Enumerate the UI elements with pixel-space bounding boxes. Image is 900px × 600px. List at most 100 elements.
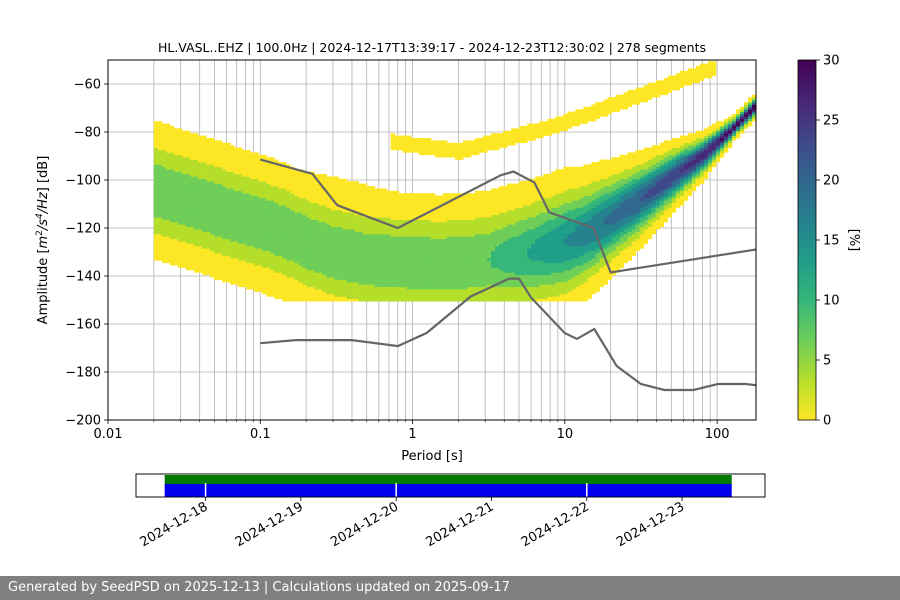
- heat-cell: [306, 241, 311, 244]
- heat-cell: [402, 226, 408, 230]
- heat-cell: [503, 236, 508, 240]
- heat-cell: [242, 198, 247, 201]
- heat-cell: [426, 224, 432, 228]
- heat-cell: [318, 289, 323, 292]
- heat-cell: [370, 226, 376, 230]
- heat-cell: [414, 222, 420, 225]
- heat-cell: [338, 267, 343, 271]
- heat-cell: [270, 253, 275, 256]
- heat-cell: [450, 236, 456, 240]
- heat-cell: [278, 193, 283, 196]
- heat-cell: [197, 224, 203, 228]
- heat-cell: [499, 138, 504, 141]
- heat-cell: [234, 267, 239, 271]
- heat-cell: [422, 298, 428, 302]
- heat-cell: [342, 282, 347, 285]
- heat-cell: [242, 231, 247, 235]
- heat-cell: [270, 212, 275, 216]
- heat-cell: [495, 210, 500, 213]
- heat-cell: [474, 142, 480, 146]
- heat-cell: [278, 234, 283, 237]
- heat-cell: [189, 258, 195, 261]
- heat-cell: [286, 195, 291, 199]
- heat-cell: [507, 238, 512, 242]
- heat-cell: [222, 159, 227, 163]
- heat-cell: [262, 255, 267, 259]
- heat-cell: [193, 145, 199, 148]
- heat-cell: [442, 255, 448, 259]
- heat-cell: [185, 159, 191, 163]
- heat-cell: [442, 193, 448, 196]
- heat-cell: [214, 272, 219, 276]
- heat-cell: [326, 186, 331, 189]
- heat-cell: [434, 150, 440, 153]
- heat-cell: [218, 150, 223, 153]
- heat-cell: [282, 193, 287, 196]
- heat-cell: [466, 294, 472, 297]
- heat-cell: [161, 147, 167, 151]
- heat-cell: [515, 205, 520, 208]
- heat-cell: [210, 219, 215, 223]
- heat-cell: [274, 291, 279, 295]
- heat-cell: [185, 260, 191, 264]
- heat-cell: [410, 272, 416, 276]
- heat-cell: [202, 222, 207, 225]
- heat-cell: [254, 236, 259, 240]
- heat-cell: [346, 181, 351, 184]
- heat-cell: [189, 140, 195, 144]
- heat-cell: [306, 250, 311, 254]
- heat-cell: [503, 234, 508, 237]
- heat-cell: [446, 260, 452, 264]
- heat-cell: [394, 138, 400, 141]
- heat-cell: [470, 279, 476, 283]
- heat-cell: [218, 243, 223, 247]
- heat-cell: [438, 274, 444, 278]
- heat-cell: [177, 159, 183, 163]
- heat-cell: [189, 214, 195, 218]
- heat-cell: [330, 284, 335, 288]
- heat-cell: [302, 272, 307, 276]
- heat-cell: [418, 277, 424, 280]
- heat-cell: [330, 253, 335, 256]
- heat-cell: [491, 145, 496, 148]
- heat-cell: [390, 214, 396, 218]
- heat-cell: [298, 258, 303, 261]
- heat-cell: [334, 183, 339, 187]
- heat-cell: [306, 291, 311, 295]
- heat-cell: [246, 255, 251, 259]
- heat-cell: [515, 289, 520, 292]
- heat-cell: [338, 183, 343, 187]
- heat-cell: [422, 152, 428, 156]
- heat-cell: [222, 178, 227, 182]
- heat-cell: [462, 246, 468, 249]
- heat-cell: [426, 152, 432, 156]
- heat-cell: [370, 236, 376, 240]
- heat-cell: [491, 207, 496, 211]
- heat-cell: [446, 282, 452, 285]
- heat-cell: [302, 214, 307, 218]
- heat-cell: [422, 265, 428, 268]
- heat-cell: [214, 258, 219, 261]
- heat-cell: [438, 294, 444, 297]
- heat-cell: [487, 253, 492, 256]
- heat-cell: [314, 243, 319, 247]
- heat-cell: [266, 262, 271, 266]
- heat-cell: [202, 217, 207, 220]
- heat-cell: [157, 219, 163, 223]
- heat-cell: [250, 236, 255, 240]
- heat-cell: [298, 188, 303, 192]
- heat-cell: [230, 176, 235, 180]
- heat-cell: [386, 212, 392, 216]
- heat-cell: [181, 150, 187, 153]
- heat-cell: [438, 212, 444, 216]
- heat-cell: [462, 212, 468, 216]
- heat-cell: [153, 210, 159, 213]
- heat-cell: [318, 195, 323, 199]
- heat-cell: [302, 284, 307, 288]
- heat-cell: [258, 253, 263, 256]
- heat-cell: [218, 253, 223, 256]
- heat-cell: [426, 212, 432, 216]
- heat-cell: [350, 224, 355, 228]
- heat-cell: [246, 157, 251, 160]
- heat-cell: [197, 222, 203, 225]
